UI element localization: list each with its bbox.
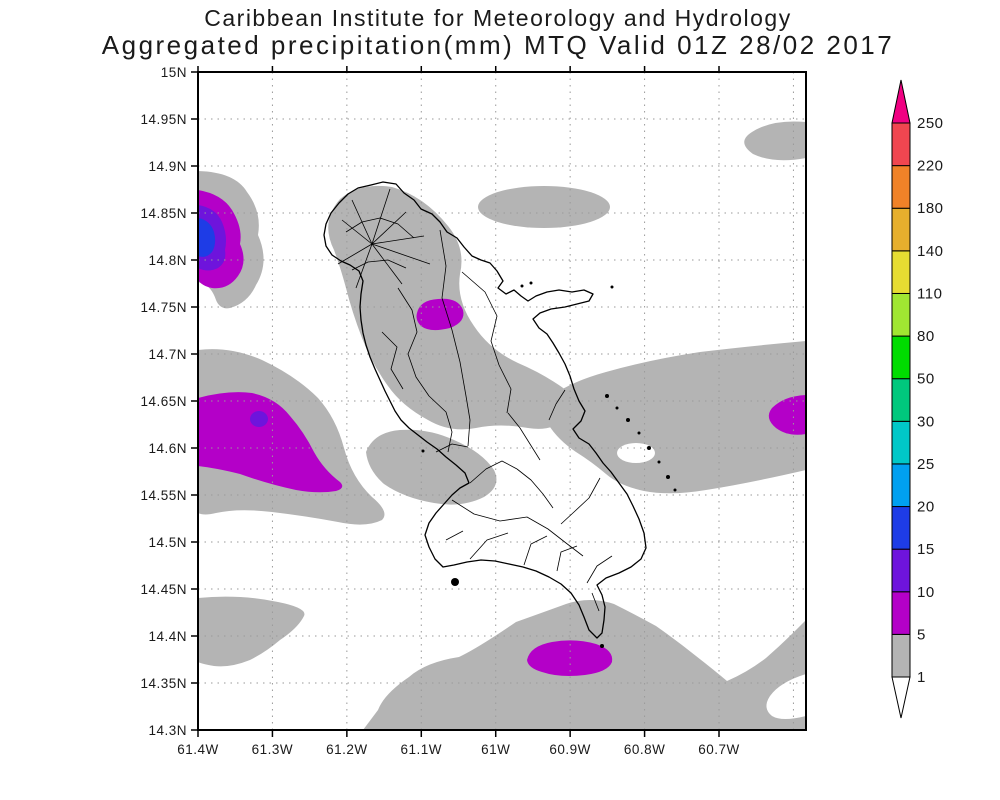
precip-fill-regions xyxy=(198,121,806,730)
precip-region-east-band xyxy=(544,341,806,494)
lat-tick-label: 14.95N xyxy=(140,112,187,127)
lon-tick-label: 60.8W xyxy=(624,742,666,757)
lat-tick-label: 14.6N xyxy=(148,441,187,456)
lat-tick-label: 14.75N xyxy=(140,300,187,315)
lat-tick-label: 14.35N xyxy=(140,676,187,691)
lat-tick-label: 14.7N xyxy=(148,347,187,362)
colorbar-tick-label: 250 xyxy=(917,115,944,132)
lat-tick-label: 14.55N xyxy=(140,488,187,503)
precip-region-north-offshore xyxy=(478,186,610,228)
lat-tick-label: 14.45N xyxy=(140,582,187,597)
colorbar-segment xyxy=(891,591,911,635)
precip-region-south-5mm xyxy=(527,640,613,676)
colorbar-over-arrow xyxy=(891,79,911,124)
colorbar-tick-label: 5 xyxy=(917,626,926,643)
lon-tick-label: 61W xyxy=(481,742,510,757)
colorbar-tick-label: 140 xyxy=(917,243,944,260)
colorbar-segment xyxy=(891,420,911,465)
colorbar-segment xyxy=(891,335,911,380)
colorbar-tick-label: 30 xyxy=(917,413,935,430)
lon-tick-label: 60.7W xyxy=(698,742,740,757)
martinique-map xyxy=(323,181,677,648)
colorbar-segment xyxy=(891,207,911,252)
colorbar-segment xyxy=(891,378,911,422)
precip-region-island-west xyxy=(366,429,497,505)
colorbar-tick-label: 180 xyxy=(917,200,944,217)
precip-hole-east-band xyxy=(617,443,655,463)
precip-region-ne-edge xyxy=(744,121,806,161)
precip-region-sw-edge xyxy=(198,596,305,667)
colorbar-segment xyxy=(891,633,911,678)
precip-region-east-edge-5mm xyxy=(768,395,806,435)
lat-tick-label: 14.65N xyxy=(140,394,187,409)
colorbar-tick-label: 220 xyxy=(917,158,944,175)
colorbar-tick-label: 50 xyxy=(917,371,935,388)
precip-region-nw-15mm xyxy=(198,218,216,257)
colorbar-tick-label: 1 xyxy=(917,669,926,686)
colorbar-tick-label: 80 xyxy=(917,328,935,345)
colorbar-tick-label: 25 xyxy=(917,456,935,473)
precip-hole-south-band xyxy=(766,674,806,719)
lon-tick-label: 61.2W xyxy=(326,742,368,757)
colorbar-segment xyxy=(891,548,911,593)
figure-subtitle: Aggregated precipitation(mm) MTQ Valid 0… xyxy=(102,30,894,60)
colorbar-tick-label: 110 xyxy=(917,285,942,302)
precip-region-west-5mm xyxy=(198,392,343,493)
martinique-coastline xyxy=(323,181,647,639)
lon-tick-label: 60.9W xyxy=(549,742,591,757)
figure-title: Caribbean Institute for Meteorology and … xyxy=(204,5,791,31)
lat-tick-label: 14.5N xyxy=(148,535,187,550)
lat-tick-label: 14.8N xyxy=(148,253,187,268)
colorbar-segment xyxy=(891,463,911,508)
lat-tick-label: 14.4N xyxy=(148,629,187,644)
lon-tick-label: 61.3W xyxy=(252,742,294,757)
latitude-tick-labels: 15N 14.95N 14.9N 14.85N 14.8N 14.75N 14.7N 14.6… xyxy=(140,65,187,738)
colorbar-tick-label: 15 xyxy=(917,541,935,558)
offshore-islets xyxy=(421,281,677,648)
lat-tick-label: 14.9N xyxy=(148,159,187,174)
lat-tick-label: 14.85N xyxy=(140,206,187,221)
lon-tick-label: 61.4W xyxy=(177,742,219,757)
colorbar-tick-label: 10 xyxy=(917,584,935,601)
colorbar-segment xyxy=(891,250,911,294)
colorbar-under-arrow xyxy=(891,676,911,719)
colorbar-segment xyxy=(891,506,911,550)
colorbar-segment xyxy=(891,122,911,167)
watershed-boundaries xyxy=(337,188,613,612)
lon-tick-label: 61.1W xyxy=(401,742,443,757)
longitude-tick-labels: 61.4W 61.3W 61.2W 61.1W 61W 60.9W 60.8W 60.7W xyxy=(177,742,740,757)
colorbar-segment xyxy=(891,292,911,337)
lat-tick-label: 15N xyxy=(161,65,187,80)
colorbar-segment xyxy=(891,165,911,209)
precip-region-west-10mm xyxy=(250,411,268,427)
lat-tick-label: 14.3N xyxy=(148,723,187,738)
diamond-rock-islet xyxy=(451,578,459,586)
colorbar-tick-label: 20 xyxy=(917,499,935,516)
axis-ticks xyxy=(191,66,720,737)
